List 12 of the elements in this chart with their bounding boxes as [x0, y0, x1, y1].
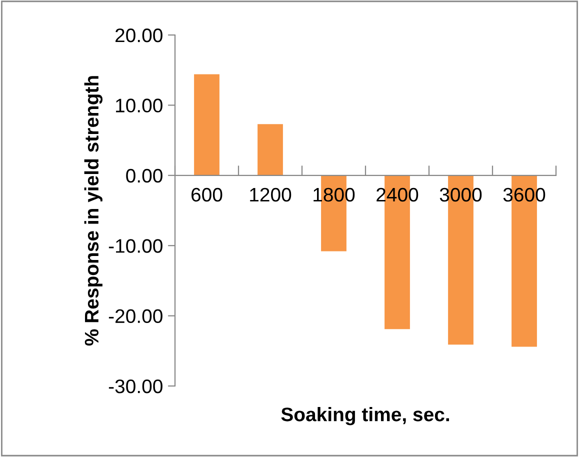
y-tick-label: 20.00: [116, 28, 162, 42]
x-axis-title: Soaking time, sec.: [281, 407, 449, 426]
y-tick-label: -20.00: [108, 309, 162, 324]
y-axis-title: % Response in yield strength: [84, 76, 103, 346]
y-tick-label: 10.00: [116, 98, 162, 112]
y-tick-label: -10.00: [108, 239, 162, 253]
y-tick-label: 0.00: [126, 168, 162, 183]
x-tick-label: 1200: [250, 188, 292, 202]
bar: [258, 124, 283, 176]
y-tick-label: -30.00: [108, 379, 162, 394]
bar: [194, 74, 220, 176]
x-tick-label: 600: [192, 188, 222, 202]
